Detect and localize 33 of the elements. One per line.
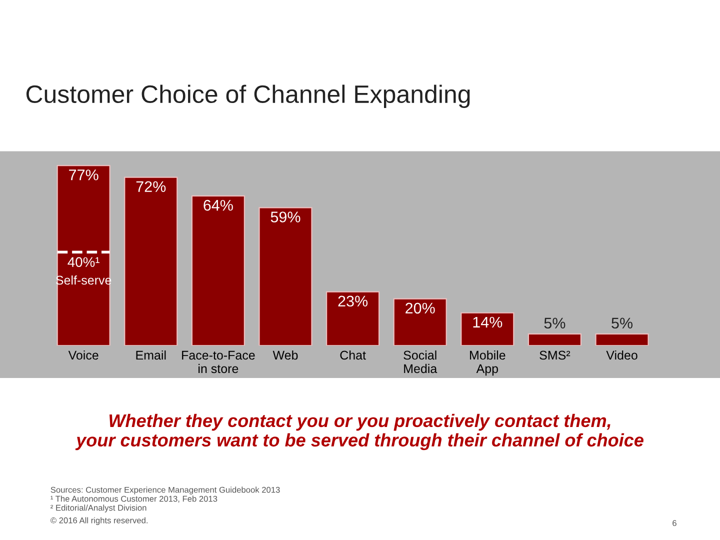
bar [460,312,514,346]
x-tick-label: Chat [340,350,366,360]
x-tick-label: Mobile App [470,350,506,376]
text: Whether they contact you or you proactively contact them, your customers want to be served through their channel of choice [75,414,644,450]
data-label: 77% [69,170,98,180]
annotation: 40%¹ [68,257,100,267]
data-label: 64% [204,200,233,211]
x-tick-label: Social Media [404,350,438,374]
data-label: 72% [136,181,166,192]
bar [595,333,649,346]
x-tick-label: Voice [68,350,98,360]
data-label: 14% [473,316,502,328]
text: 6 [672,520,676,526]
data-label: 5% [612,318,633,329]
source-note: Sources: Customer Experience Management Guidebook 2013 ¹ The Autonomous Customer 2013, Feb 2013 ² Editorial/Analyst Division [50,486,280,512]
bar [393,298,447,346]
x-tick-label: SMS² [540,350,570,360]
bar [56,165,110,346]
bar [326,291,380,346]
data-label: 59% [270,212,300,222]
bar [528,333,582,346]
chart-title: Customer Choice of Channel Expanding [26,84,470,108]
data-label: 5% [544,318,566,329]
x-tick-label: Face-to-Face in store [182,350,255,374]
x-tick-label: Web [272,350,298,360]
x-tick-label: Video [606,350,638,360]
text: © 2016 All rights reserved. [50,517,148,525]
bar [124,176,178,346]
x-tick-label: Email [136,350,166,360]
data-label: 20% [406,302,435,314]
bar [258,207,312,346]
data-label: 23% [338,296,368,307]
bar [191,195,245,346]
